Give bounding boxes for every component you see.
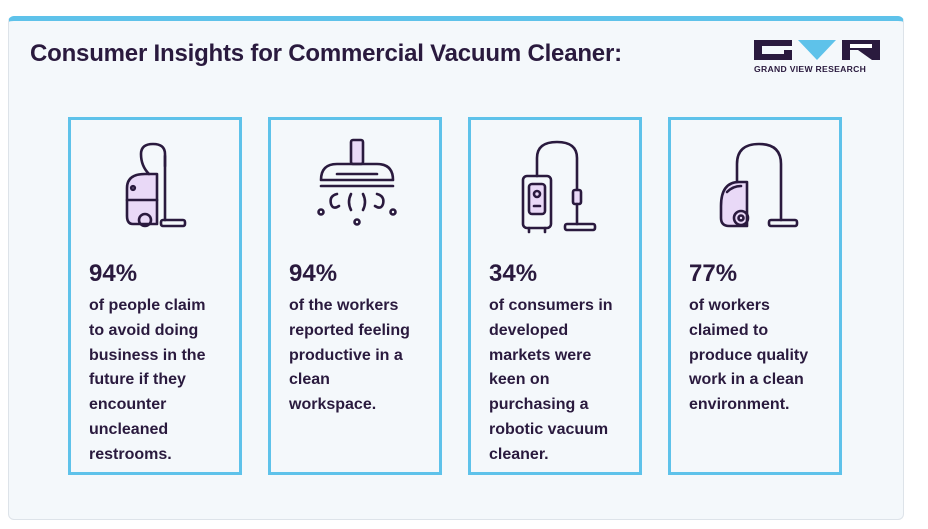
- canister-vacuum-icon: [107, 136, 207, 236]
- vacuum-head-icon: [307, 136, 407, 236]
- page-title: Consumer Insights for Commercial Vacuum …: [30, 40, 622, 67]
- stat-description: of consumers in developed markets were k…: [489, 297, 613, 463]
- insight-card-4: 77% of workers claimed to produce qualit…: [668, 117, 842, 475]
- logo-text: GRAND VIEW RESEARCH: [754, 64, 867, 74]
- insight-card-3: 34% of consumers in developed markets we…: [468, 117, 642, 475]
- insight-card-1: 94% of people claim to avoid doing busin…: [68, 117, 242, 475]
- grand-view-research-logo: GRAND VIEW RESEARCH: [754, 40, 882, 74]
- cylinder-vacuum-icon: [707, 136, 807, 236]
- upright-vacuum-icon: [507, 136, 607, 236]
- stat-value: 77%: [689, 260, 738, 287]
- stat-value: 94%: [89, 260, 138, 287]
- stat-description: of workers claimed to produce quality wo…: [689, 297, 809, 414]
- stat-description: of people claim to avoid doing business …: [89, 297, 206, 463]
- logo-mark-icon: [754, 40, 880, 60]
- stat-value: 94%: [289, 260, 338, 287]
- stat-value: 34%: [489, 260, 538, 287]
- stat-description: of the workers reported feeling producti…: [289, 297, 410, 414]
- insight-card-2: 94% of the workers reported feeling prod…: [268, 117, 442, 475]
